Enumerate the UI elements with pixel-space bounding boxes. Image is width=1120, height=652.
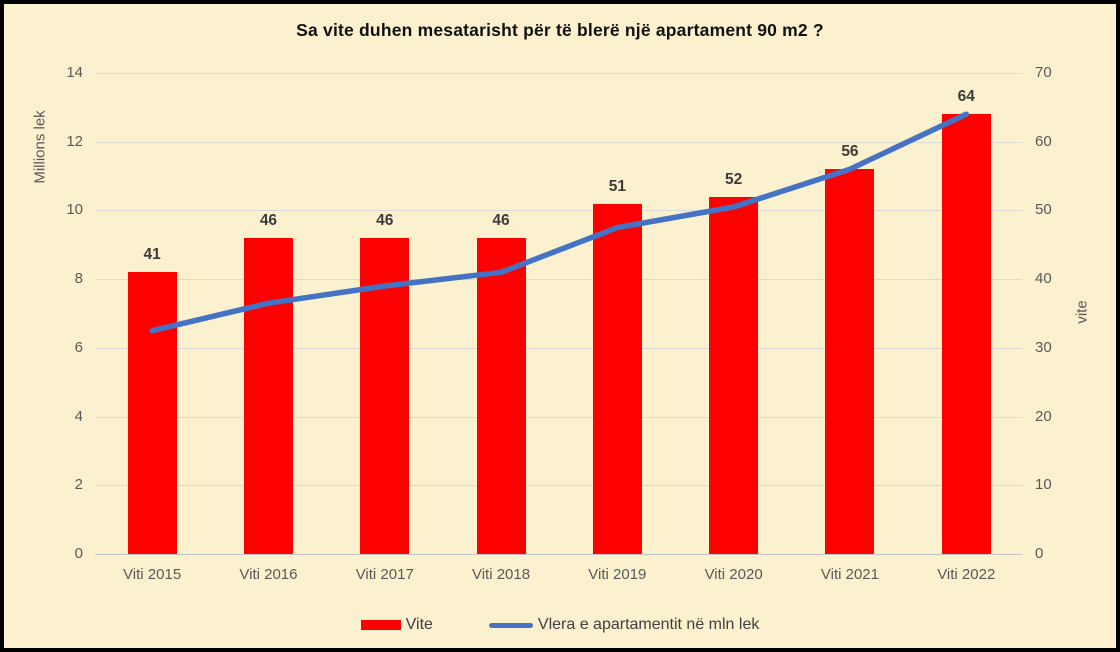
gridline-14 — [95, 73, 1022, 74]
bar-Viti 2021 — [825, 169, 875, 554]
bar-value-label-Viti 2016: 46 — [259, 211, 278, 229]
left-ytick-8: 8 — [74, 270, 83, 288]
bar-value-label-Viti 2019: 51 — [608, 177, 626, 195]
left-ytick-10: 10 — [66, 201, 83, 219]
left-ytick-6: 6 — [74, 338, 83, 356]
right-ytick-0: 0 — [1035, 545, 1044, 562]
gridline-4 — [95, 416, 1022, 418]
bar-value-label-Viti 2015: 41 — [143, 246, 161, 264]
legend: Vite Vlera e apartamentit në mln lek — [4, 616, 1116, 634]
legend-bar-swatch — [360, 620, 401, 630]
xtick-Viti 2021: Viti 2021 — [820, 566, 879, 583]
bar-Viti 2019 — [592, 203, 642, 554]
bar-Viti 2015 — [127, 272, 177, 554]
gridline-6 — [95, 347, 1022, 349]
bar-value-label-Viti 2017: 46 — [376, 211, 394, 229]
right-ytick-50: 50 — [1035, 201, 1052, 219]
bar-Viti 2017 — [360, 237, 410, 554]
left-ytick-2: 2 — [74, 476, 83, 494]
gridline-2 — [95, 485, 1022, 487]
bar-value-label-Viti 2022: 64 — [957, 88, 975, 106]
left-ytick-12: 12 — [66, 132, 83, 150]
right-ytick-10: 10 — [1035, 476, 1052, 494]
legend-label: Vite — [405, 616, 433, 633]
bar-value-label-Viti 2021: 56 — [841, 143, 859, 161]
left-ytick-14: 14 — [66, 64, 83, 81]
bar-Viti 2016 — [243, 237, 293, 554]
right-ytick-40: 40 — [1035, 270, 1052, 288]
bar-Viti 2022 — [941, 114, 991, 554]
bar-Viti 2020 — [709, 196, 759, 554]
legend-line-swatch — [488, 622, 533, 628]
legend-item-0: Vite — [360, 616, 433, 634]
xtick-Viti 2022: Viti 2022 — [937, 566, 996, 583]
legend-label: Vlera e apartamentit në mln lek — [537, 616, 760, 633]
xtick-Viti 2016: Viti 2016 — [239, 566, 298, 583]
legend-item-1: Vlera e apartamentit në mln lek — [488, 616, 760, 634]
left-axis-title: Millions lek — [31, 110, 49, 184]
right-ytick-70: 70 — [1035, 64, 1052, 81]
bar-value-label-Viti 2018: 46 — [492, 211, 510, 229]
bar-value-label-Viti 2020: 52 — [725, 170, 743, 188]
xtick-Viti 2018: Viti 2018 — [471, 566, 531, 583]
left-ytick-0: 0 — [74, 545, 83, 562]
bar-Viti 2018 — [476, 237, 526, 554]
chart-title: Sa vite duhen mesatarisht për të blerë n… — [296, 20, 824, 40]
xtick-Viti 2020: Viti 2020 — [704, 566, 763, 583]
xtick-Viti 2019: Viti 2019 — [588, 566, 647, 583]
right-ytick-20: 20 — [1035, 407, 1052, 425]
right-ytick-60: 60 — [1035, 132, 1052, 150]
right-ytick-30: 30 — [1035, 338, 1052, 356]
gridline-0 — [95, 554, 1022, 555]
left-ytick-4: 4 — [74, 407, 83, 425]
gridline-8 — [95, 279, 1022, 281]
right-axis-title: vite — [1073, 300, 1091, 324]
xtick-Viti 2017: Viti 2017 — [355, 566, 414, 583]
xtick-Viti 2015: Viti 2015 — [123, 566, 182, 583]
